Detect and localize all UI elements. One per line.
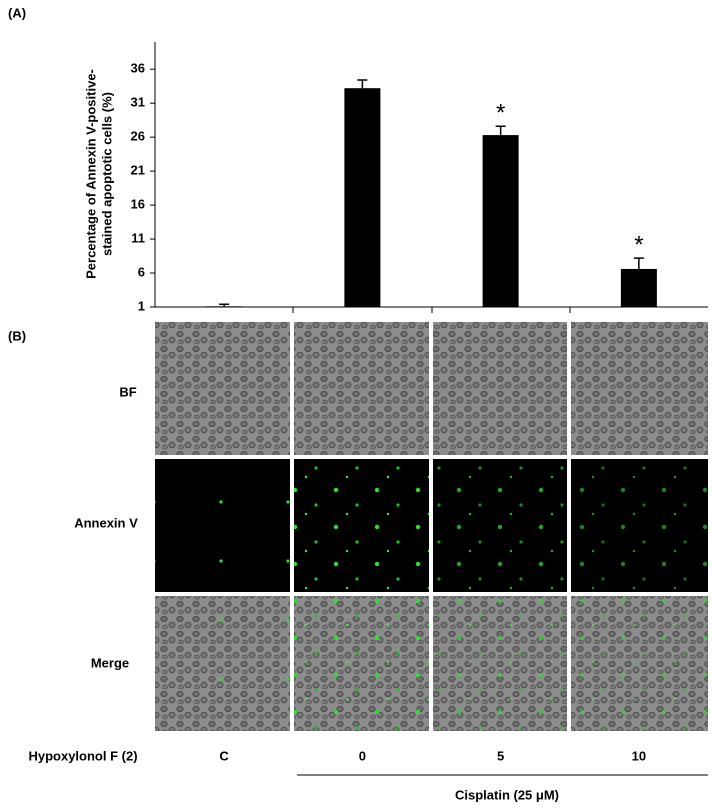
y-axis-label-line: Percentage of Annexin V-positive- — [83, 69, 98, 279]
row-label: Annexin V — [74, 515, 138, 530]
bar — [482, 135, 519, 307]
y-tick-label: 21 — [131, 163, 145, 178]
annexin-image — [571, 459, 708, 592]
bf-image — [294, 322, 429, 455]
y-tick-label: 11 — [131, 230, 145, 245]
y-tick-label: 26 — [131, 129, 145, 144]
y-tick-label: 16 — [131, 197, 145, 212]
bar — [206, 306, 243, 307]
y-tick-label: 36 — [131, 61, 145, 76]
significance-mark: * — [496, 100, 505, 127]
bf-image — [155, 322, 290, 455]
panel-label: (B) — [8, 328, 26, 343]
error-bar — [633, 257, 644, 269]
y-axis-label-line: stained apoptotic cells (%) — [99, 92, 114, 256]
treatment-label: Hypoxylonol F (2) — [28, 748, 137, 763]
significance-mark: * — [634, 231, 643, 258]
y-axis-label: Percentage of Annexin V-positive- staine… — [83, 69, 114, 279]
bar — [344, 88, 381, 307]
bf-image — [433, 322, 567, 455]
row-label: BF — [119, 384, 136, 399]
merge-image — [433, 596, 567, 731]
bar — [620, 268, 657, 307]
annexin-image — [433, 459, 567, 592]
annexin-image — [155, 459, 290, 592]
y-tick-label: 6 — [138, 264, 145, 279]
cisplatin-label: Cisplatin (25 μM) — [455, 787, 559, 802]
row-label: Merge — [91, 655, 129, 670]
merge-image — [571, 596, 708, 731]
panel-label: (A) — [8, 5, 26, 20]
merge-image — [155, 596, 290, 731]
x-tick-label: 10 — [632, 748, 646, 763]
x-tick-label: C — [219, 748, 229, 763]
bf-image — [571, 322, 708, 455]
x-tick-label: 5 — [497, 748, 504, 763]
annexin-image — [294, 459, 429, 592]
error-bar — [495, 125, 506, 136]
x-tick-label: 0 — [359, 748, 366, 763]
y-tick-label: 1 — [138, 298, 145, 313]
error-bar — [219, 303, 230, 307]
error-bar — [357, 79, 368, 89]
merge-image — [294, 596, 429, 731]
y-tick-label: 31 — [131, 95, 145, 110]
image-grid — [155, 322, 708, 731]
